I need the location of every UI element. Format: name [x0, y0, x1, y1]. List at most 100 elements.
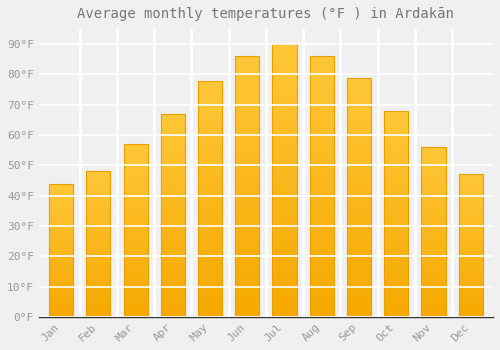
Bar — [235, 168, 260, 171]
Bar — [272, 61, 296, 63]
Bar — [235, 179, 260, 181]
Bar — [384, 170, 408, 173]
Bar — [310, 314, 334, 317]
Bar — [458, 293, 483, 294]
Bar — [310, 202, 334, 205]
Bar — [124, 241, 148, 243]
Bar — [310, 145, 334, 147]
Bar — [347, 290, 371, 293]
Bar — [235, 69, 260, 72]
Bar — [160, 207, 185, 209]
Bar — [198, 286, 222, 288]
Bar — [86, 187, 110, 189]
Bar — [160, 138, 185, 140]
Bar — [198, 189, 222, 191]
Bar — [86, 260, 110, 261]
Bar — [458, 177, 483, 179]
Bar — [49, 301, 73, 302]
Bar — [86, 212, 110, 214]
Bar — [49, 237, 73, 238]
Bar — [124, 182, 148, 184]
Bar — [272, 112, 296, 115]
Bar — [49, 256, 73, 257]
Bar — [160, 124, 185, 126]
Bar — [310, 158, 334, 161]
Bar — [422, 291, 446, 293]
Bar — [272, 208, 296, 210]
Bar — [198, 184, 222, 187]
Bar — [422, 259, 446, 261]
Bar — [458, 295, 483, 297]
Bar — [422, 152, 446, 154]
Bar — [422, 283, 446, 285]
Bar — [198, 239, 222, 241]
Bar — [310, 161, 334, 163]
Bar — [347, 295, 371, 298]
Bar — [49, 219, 73, 221]
Bar — [458, 184, 483, 186]
Bar — [422, 254, 446, 256]
Bar — [49, 198, 73, 200]
Bar — [198, 241, 222, 244]
Bar — [160, 233, 185, 236]
Bar — [458, 256, 483, 257]
Bar — [124, 174, 148, 175]
Bar — [272, 148, 296, 150]
Bar — [384, 313, 408, 315]
Bar — [272, 314, 296, 317]
Bar — [422, 190, 446, 191]
Bar — [422, 273, 446, 274]
Bar — [272, 279, 296, 281]
Bar — [160, 211, 185, 213]
Bar — [49, 231, 73, 233]
Bar — [384, 210, 408, 212]
Bar — [235, 100, 260, 103]
Bar — [384, 315, 408, 317]
Bar — [86, 232, 110, 234]
Bar — [384, 267, 408, 270]
Bar — [310, 306, 334, 309]
Bar — [458, 254, 483, 256]
Bar — [160, 156, 185, 159]
Bar — [160, 201, 185, 203]
Bar — [310, 275, 334, 278]
Bar — [458, 190, 483, 191]
Bar — [49, 272, 73, 273]
Bar — [198, 166, 222, 168]
Bar — [86, 224, 110, 225]
Bar — [384, 177, 408, 179]
Bar — [384, 205, 408, 208]
Bar — [160, 246, 185, 248]
Bar — [124, 300, 148, 301]
Bar — [49, 189, 73, 190]
Bar — [49, 281, 73, 282]
Bar — [235, 75, 260, 77]
Bar — [235, 106, 260, 108]
Bar — [198, 104, 222, 106]
Bar — [49, 246, 73, 247]
Bar — [124, 168, 148, 170]
Bar — [384, 133, 408, 135]
Bar — [235, 249, 260, 252]
Bar — [272, 159, 296, 161]
Bar — [124, 268, 148, 270]
Bar — [272, 194, 296, 197]
Bar — [235, 56, 260, 317]
Bar — [310, 296, 334, 299]
Bar — [160, 293, 185, 294]
Bar — [86, 222, 110, 224]
Bar — [272, 104, 296, 107]
Bar — [422, 247, 446, 249]
Bar — [235, 150, 260, 153]
Bar — [198, 262, 222, 265]
Bar — [272, 281, 296, 284]
Bar — [160, 114, 185, 317]
Bar — [384, 158, 408, 160]
Bar — [422, 186, 446, 188]
Bar — [347, 121, 371, 123]
Bar — [160, 205, 185, 207]
Bar — [49, 197, 73, 198]
Bar — [160, 118, 185, 120]
Bar — [347, 252, 371, 254]
Bar — [347, 197, 371, 199]
